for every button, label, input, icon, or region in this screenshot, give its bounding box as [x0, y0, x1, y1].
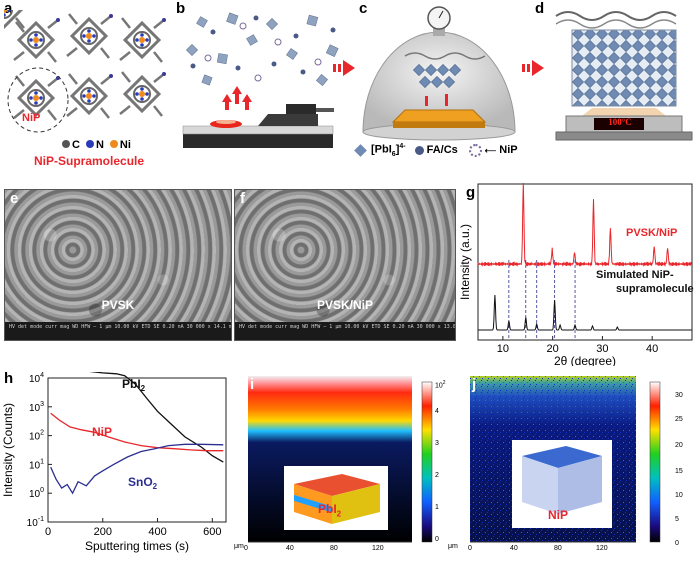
- sem-caption-pvsk: PVSK: [101, 298, 135, 312]
- axis-unit-i: μm: [234, 543, 244, 550]
- panel-d-schematic: [555, 11, 693, 141]
- panel-b-schematic: [182, 12, 339, 148]
- x-tick-label: 10: [497, 343, 509, 355]
- panel-b-label: b: [176, 0, 186, 17]
- y-tick-label: 103: [29, 401, 44, 414]
- inset-label-pbi2: PbI2: [318, 502, 342, 519]
- plot-frame: [477, 183, 693, 341]
- sem-info-bar: HV det mode curr mag WD HFW — 1 μm 10.00…: [5, 322, 231, 340]
- x-tick-label: 400: [148, 526, 166, 538]
- nip-molecule-icon: [468, 143, 482, 157]
- hotplate-display: 100°C: [608, 117, 632, 127]
- sputtering-chart: 0 200 400 600 10-1 100 101 102 103 104 Sputtering …: [1, 372, 227, 553]
- legend-simulated-line2: supramolecule: [616, 283, 694, 295]
- panel-d-label: d: [535, 0, 545, 17]
- x-tick-label: 0: [45, 526, 51, 538]
- panel-a-label: a: [4, 0, 13, 17]
- panel-h-label: h: [4, 370, 14, 387]
- panel-c-dome: [362, 6, 516, 141]
- nitrogen-legend: N: [85, 139, 104, 151]
- panel-j-label: j: [472, 376, 477, 393]
- sem-image-pvsk: PVSK HV det mode curr mag WD HFW — 1 μm …: [4, 189, 232, 341]
- series-label: PbI2: [122, 377, 146, 393]
- nip-label: NiP: [22, 112, 41, 124]
- sem-info-bar: HV det mode curr mag WD HFW — 1 μm 10.00…: [235, 322, 455, 340]
- panel-f-label: f: [240, 190, 245, 207]
- fa-cs-ion-icon: [414, 145, 424, 155]
- x-axis-label: 2θ (degree): [554, 354, 616, 366]
- y-axis-label: Intensity (Counts): [1, 403, 15, 497]
- carbon-dot-icon: [62, 140, 70, 148]
- nip-molecule: [4, 10, 25, 33]
- y-tick-label: 101: [29, 458, 44, 471]
- series-label: NiP: [92, 425, 112, 439]
- arrow-b-to-c: [333, 60, 355, 76]
- series-nip-line: [50, 412, 224, 452]
- nickel-legend: Ni: [109, 139, 131, 151]
- tof-sims-pbi2-map: [248, 376, 433, 543]
- supramolecule-title: NiP-Supramolecule: [34, 154, 145, 168]
- nip-legend: NiP: [499, 144, 518, 157]
- series-simulated-line: [478, 294, 692, 331]
- nickel-dot-icon: [109, 140, 118, 148]
- y-tick-label: 102: [29, 430, 44, 443]
- arrow-c-to-d: [522, 60, 544, 76]
- panel-e-label: e: [10, 190, 19, 207]
- y-axis-label: Intensity (a.u.): [458, 224, 472, 300]
- sem-image-pvsk-nip: PVSK/NiP HV det mode curr mag WD HFW — 1…: [234, 189, 456, 341]
- x-tick-label: 40: [646, 343, 658, 355]
- y-tick-label: 104: [29, 372, 44, 385]
- tof-sims-nip-map: [470, 376, 661, 543]
- carbon-legend: C: [62, 139, 80, 151]
- panel-c-legend: [PbI6]4- FA/Cs ⟵ NiP: [354, 143, 518, 158]
- panel-a-molecules: [4, 10, 168, 133]
- y-tick-label: 100: [29, 487, 44, 500]
- series-label: SnO2: [128, 475, 158, 491]
- atom-legend: C N Ni: [62, 139, 131, 151]
- legend-simulated-line1: Simulated NiP-: [596, 269, 674, 281]
- legend-pvsk-nip: PVSK/NiP: [626, 227, 677, 239]
- panel-g-label: g: [466, 184, 476, 201]
- panel-i-label: i: [250, 376, 255, 393]
- sem-caption-pvsk-nip: PVSK/NiP: [316, 298, 373, 312]
- x-axis-label: Sputtering times (s): [85, 539, 189, 553]
- pbi6-octahedron-icon: [354, 144, 367, 157]
- x-tick-label: 30: [596, 343, 608, 355]
- nitrogen-dot-icon: [85, 140, 94, 148]
- inset-label-nip: NiP: [548, 508, 569, 522]
- x-tick-label: 200: [94, 526, 112, 538]
- x-tick-label: 600: [203, 526, 221, 538]
- y-tick-label: 10-1: [27, 516, 44, 529]
- plot-frame: [47, 377, 227, 523]
- pbi6-legend: [PbI6]4-: [371, 143, 406, 158]
- series-sno2-line: [50, 443, 224, 495]
- axis-unit-j: μm: [448, 543, 458, 550]
- panel-c-label: c: [359, 0, 368, 17]
- xrd-chart: 10 20 30 40 2θ (degree) Intensity (a.u.) PVSK/…: [458, 182, 694, 366]
- fa-cs-legend: FA/Cs: [426, 144, 458, 157]
- series-pvsk-nip-line: [477, 182, 692, 268]
- x-tick-label: 20: [547, 343, 559, 355]
